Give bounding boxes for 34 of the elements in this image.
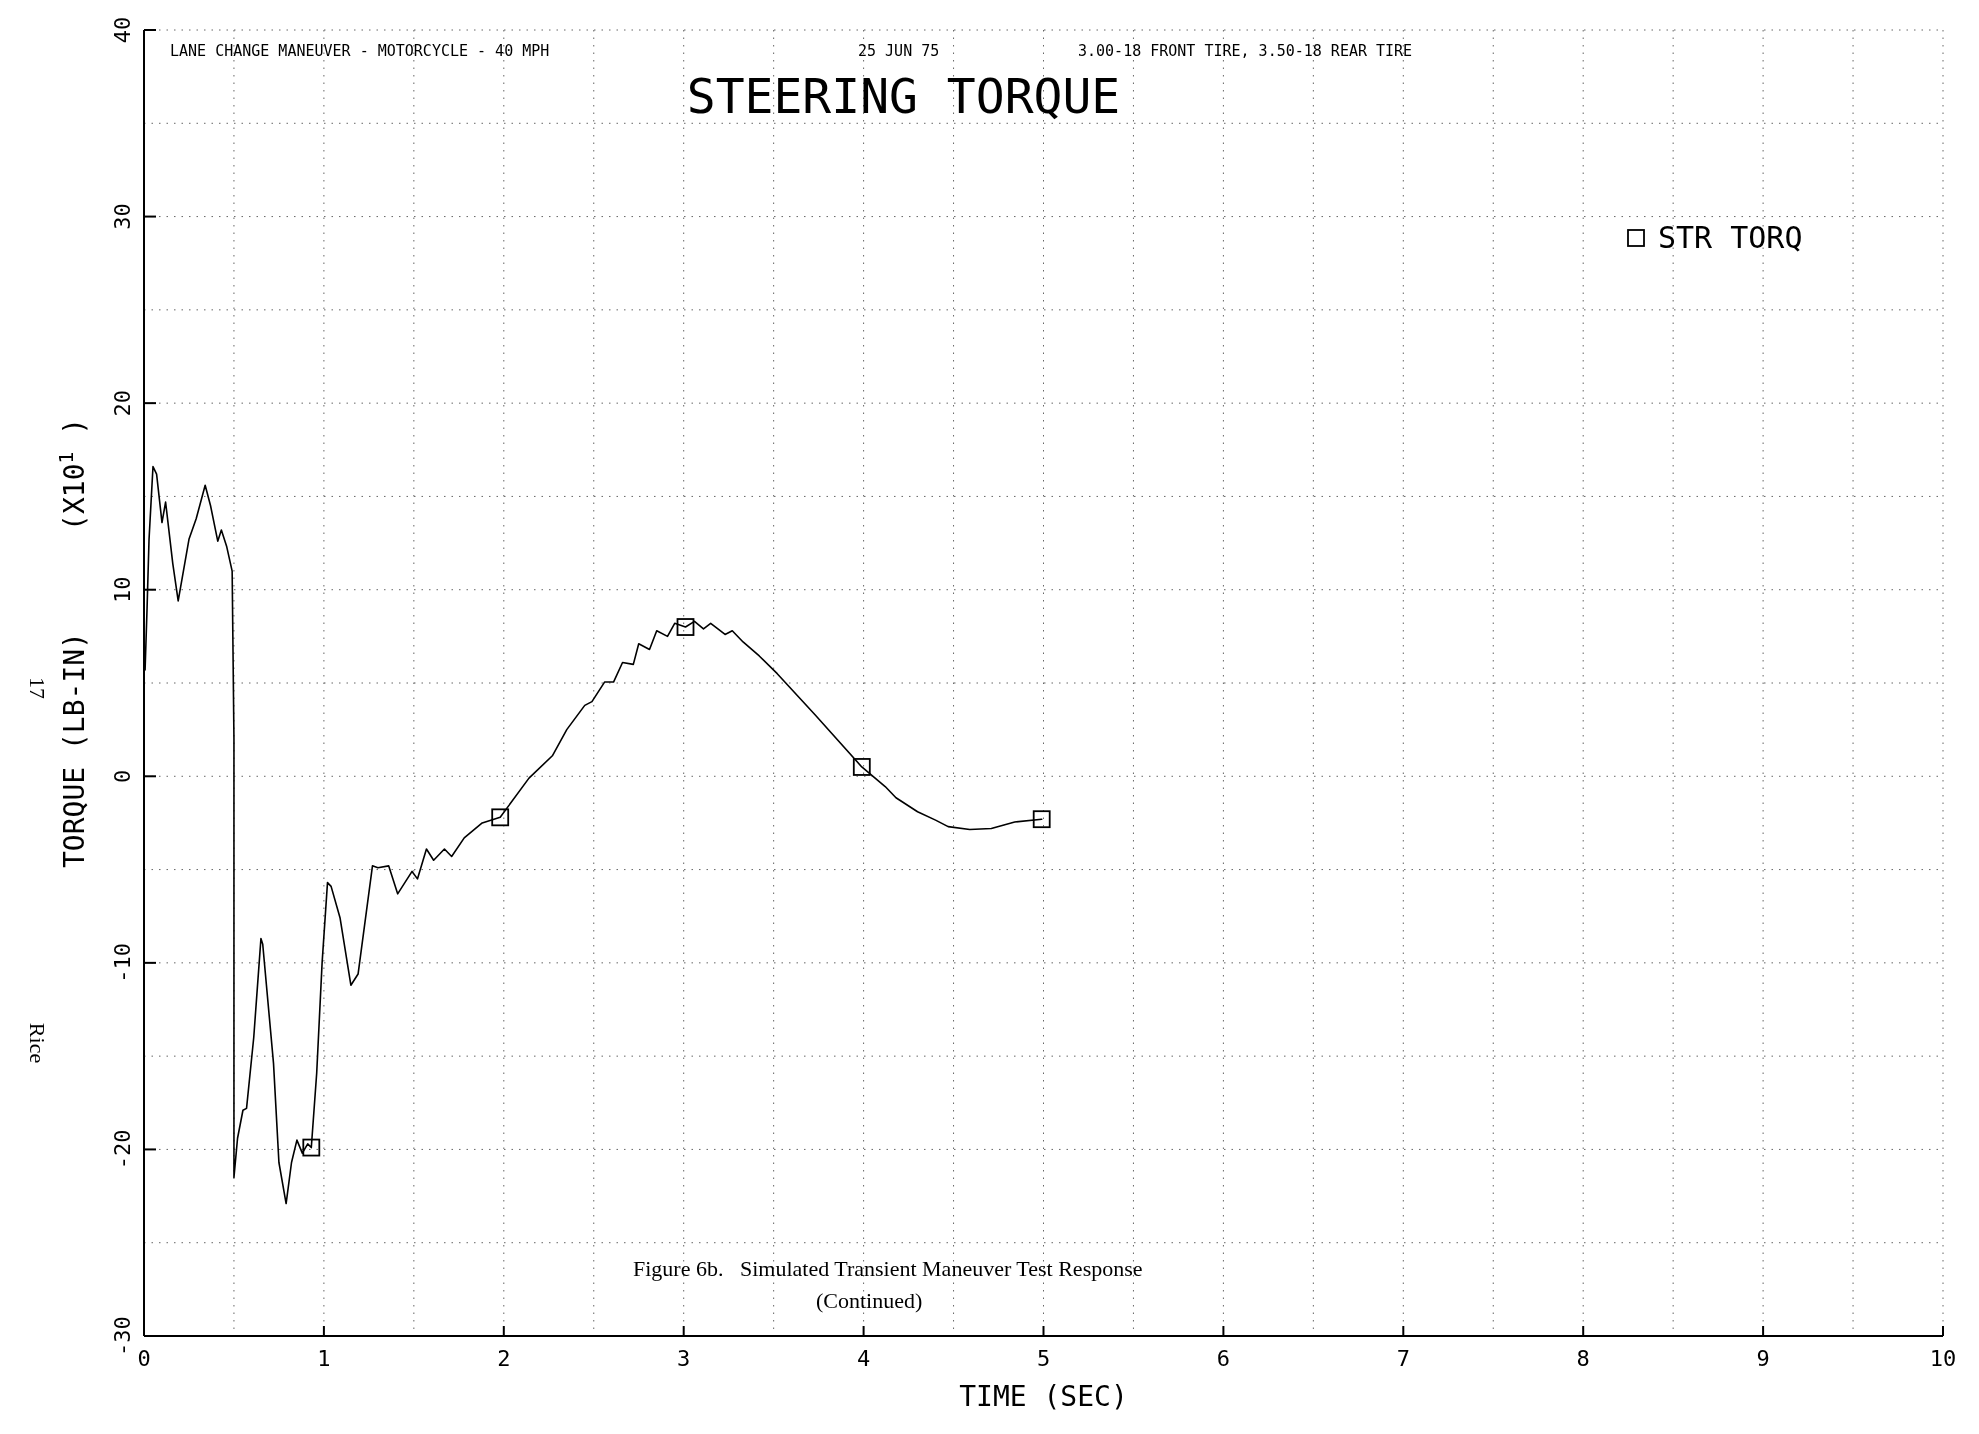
annotation: 3.00-18 FRONT TIRE, 3.50-18 REAR TIRE xyxy=(1078,42,1413,60)
x-tick-label: 5 xyxy=(1036,1346,1051,1371)
y-tick-label: 0 xyxy=(110,769,135,783)
x-tick-label: 6 xyxy=(1216,1346,1231,1371)
text: STEERING TORQUE xyxy=(686,68,1121,124)
x-axis-title: TIME (SEC) xyxy=(959,1380,1128,1413)
y-tick-label: -20 xyxy=(110,1129,135,1170)
legend-label: STR TORQ xyxy=(1658,220,1803,255)
y-tick-label: 40 xyxy=(110,16,135,44)
y-tick-label: 30 xyxy=(110,203,135,230)
x-tick-label: 10 xyxy=(1929,1346,1957,1371)
x-tick-label: 1 xyxy=(317,1346,331,1371)
point xyxy=(1032,810,1051,829)
point xyxy=(302,1138,321,1157)
annotation: Figure 6b. Simulated Transient Maneuver Test Response xyxy=(633,1256,1143,1281)
x-tick-label: 7 xyxy=(1396,1346,1410,1371)
y-tick-label: -10 xyxy=(110,942,135,983)
x-tick-label: 9 xyxy=(1756,1346,1770,1371)
point xyxy=(852,758,871,776)
x-tick-label: 8 xyxy=(1576,1346,1590,1371)
point xyxy=(491,808,510,827)
y-tick-label: 10 xyxy=(110,576,135,603)
annotation: LANE CHANGE MANEUVER - MOTORCYCLE - 40 MPH xyxy=(170,42,550,60)
x-tick-label: 2 xyxy=(497,1346,511,1371)
x-tick-label: 0 xyxy=(137,1346,151,1371)
y-tick-label: 20 xyxy=(110,389,135,417)
x-tick-label: 3 xyxy=(677,1346,691,1371)
x-tick-label: 4 xyxy=(856,1346,871,1371)
annotation: 25 JUN 75 xyxy=(858,42,940,60)
text: Rice xyxy=(25,1022,50,1064)
y-tick-label: -30 xyxy=(110,1316,135,1356)
point xyxy=(676,618,695,636)
text: 17 xyxy=(25,677,50,699)
annotation: (Continued) xyxy=(816,1288,923,1313)
